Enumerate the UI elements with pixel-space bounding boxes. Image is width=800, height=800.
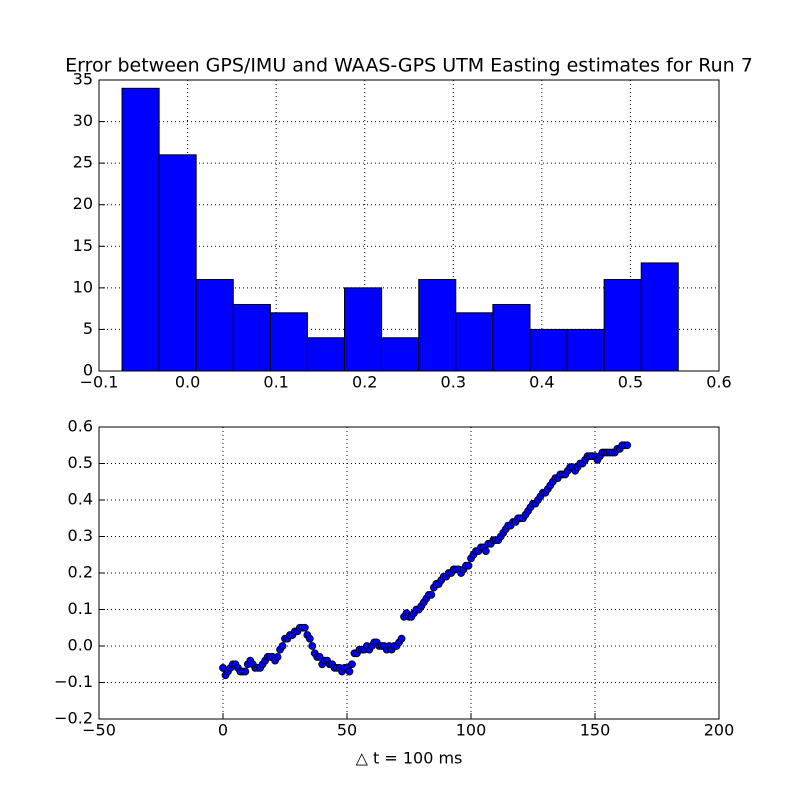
y-tick-label: −0.1 xyxy=(54,672,93,691)
x-tick-label: 0.4 xyxy=(529,373,554,392)
y-tick-label: 20 xyxy=(73,194,93,213)
scatter-point xyxy=(278,642,287,650)
axes-frame xyxy=(98,426,720,720)
histogram-bar xyxy=(603,279,642,372)
y-tick-label: 0.4 xyxy=(68,490,93,509)
histogram-bar xyxy=(158,154,197,372)
histogram-bar xyxy=(195,279,234,372)
histogram-bar xyxy=(381,337,420,372)
histogram-bar xyxy=(492,303,531,372)
y-tick-label: 0.0 xyxy=(68,636,93,655)
y-tick-label: 0 xyxy=(83,361,93,380)
x-tick-label: 200 xyxy=(704,721,735,740)
y-tick-label: 0.2 xyxy=(68,563,93,582)
histogram-bar xyxy=(529,328,568,372)
scatter-point xyxy=(623,441,632,450)
scatter-point xyxy=(273,653,282,661)
x-tick-label: 150 xyxy=(580,721,611,740)
x-tick-label: 0.0 xyxy=(175,373,200,392)
histogram-bar xyxy=(455,312,494,372)
scatter-point xyxy=(481,547,490,555)
scatter-point xyxy=(241,667,250,676)
y-tick-label: 30 xyxy=(73,111,93,130)
scatter-point xyxy=(308,642,317,650)
scatter-point xyxy=(464,561,473,570)
histogram-bar xyxy=(418,279,457,372)
x-tick-label: 50 xyxy=(337,721,357,740)
y-tick-label: 5 xyxy=(83,319,93,338)
y-tick-label: 25 xyxy=(73,153,93,172)
y-tick-label: 0.3 xyxy=(68,526,93,545)
y-tick-label: 10 xyxy=(73,277,93,296)
histogram-bar xyxy=(269,312,308,372)
y-tick-label: −0.2 xyxy=(54,709,93,728)
x-tick-label: 100 xyxy=(456,721,487,740)
y-tick-label: 15 xyxy=(73,236,93,255)
scatter-point xyxy=(305,634,314,643)
scatter-point xyxy=(427,591,436,599)
scatter-point xyxy=(348,660,356,669)
histogram-bar xyxy=(640,262,679,372)
y-tick-label: 0.1 xyxy=(68,599,93,618)
histogram-bar xyxy=(232,303,271,372)
y-tick-label: 0.5 xyxy=(68,453,93,472)
scatter-point xyxy=(300,623,309,632)
x-tick-label: 0.1 xyxy=(263,373,288,392)
histogram-bar xyxy=(344,287,383,372)
x-tick-label: −50 xyxy=(82,721,116,740)
histogram-bar xyxy=(306,337,346,372)
y-tick-label: 35 xyxy=(73,70,93,89)
scatter-point xyxy=(345,667,354,676)
y-tick-label: 0.6 xyxy=(68,417,93,436)
x-tick-label: 0 xyxy=(218,721,228,740)
x-tick-label: 0.5 xyxy=(618,373,643,392)
x-tick-label: 0.6 xyxy=(706,373,731,392)
axes-frame xyxy=(98,79,720,372)
chart-title: Error between GPS/IMU and WAAS-GPS UTM E… xyxy=(65,55,753,77)
scatter-point xyxy=(397,634,406,643)
x-axis-label: △ t = 100 ms xyxy=(356,749,463,768)
x-tick-label: −0.1 xyxy=(80,373,119,392)
x-tick-label: 0.3 xyxy=(441,373,466,392)
x-tick-label: 0.2 xyxy=(352,373,377,392)
histogram-bar xyxy=(121,87,160,372)
histogram-bar xyxy=(566,328,605,372)
